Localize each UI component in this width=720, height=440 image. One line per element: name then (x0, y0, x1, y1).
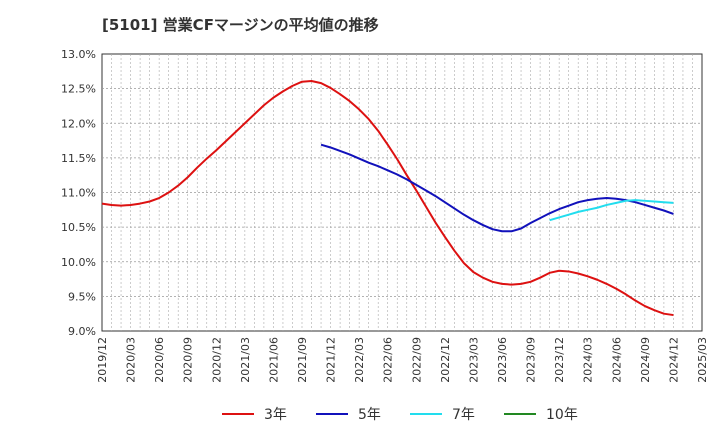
y-tick-label: 9.0% (68, 325, 96, 338)
x-tick-label: 2020/09 (182, 337, 195, 383)
plot-area: 9.0% 9.5% 10.0% 10.5% 11.0% 11.5% 12.0% 12.5% 13… (61, 48, 709, 383)
x-tick-label: 2020/03 (125, 337, 138, 383)
y-tick-label: 10.5% (61, 221, 96, 234)
series-line (320, 143, 674, 233)
x-tick-label: 2020/12 (210, 337, 223, 383)
legend: 3年 5年 7年 10年 (222, 407, 578, 423)
x-tick-label: 2022/06 (382, 337, 395, 383)
legend-label: 7年 (452, 407, 475, 423)
legend-label: 10年 (546, 407, 578, 423)
y-tick-label: 11.5% (61, 152, 96, 165)
legend-label: 3年 (264, 407, 287, 423)
y-tick-label: 11.0% (61, 187, 96, 200)
x-tick-label: 2024/09 (639, 337, 652, 383)
series-line (549, 199, 674, 222)
y-tick-label: 10.0% (61, 256, 96, 269)
x-tick-label: 2022/12 (439, 337, 452, 383)
x-tick-label: 2023/12 (553, 337, 566, 383)
series-line (101, 80, 674, 317)
x-tick-label: 2020/06 (153, 337, 166, 383)
x-tick-label: 2021/09 (296, 337, 309, 383)
chart-title: [5101] 営業CFマージンの平均値の推移 (102, 16, 379, 34)
x-tick-label: 2021/06 (267, 337, 280, 383)
x-tick-label: 2025/03 (696, 337, 709, 383)
x-tick-label: 2021/12 (325, 337, 338, 383)
y-tick-label: 12.0% (61, 117, 96, 130)
x-tick-label: 2022/09 (410, 337, 423, 383)
y-tick-label: 13.0% (61, 48, 96, 61)
x-tick-label: 2024/06 (610, 337, 623, 383)
x-tick-label: 2022/03 (353, 337, 366, 383)
x-tick-label: 2019/12 (96, 337, 109, 383)
y-tick-label: 12.5% (61, 83, 96, 96)
x-tick-label: 2024/03 (582, 337, 595, 383)
legend-label: 5年 (358, 407, 381, 423)
x-tick-label: 2023/09 (525, 337, 538, 383)
y-tick-label: 9.5% (68, 290, 96, 303)
x-tick-label: 2021/03 (239, 337, 252, 383)
x-tick-label: 2024/12 (667, 337, 680, 383)
x-tick-label: 2023/06 (496, 337, 509, 383)
x-tick-label: 2023/03 (467, 337, 480, 383)
